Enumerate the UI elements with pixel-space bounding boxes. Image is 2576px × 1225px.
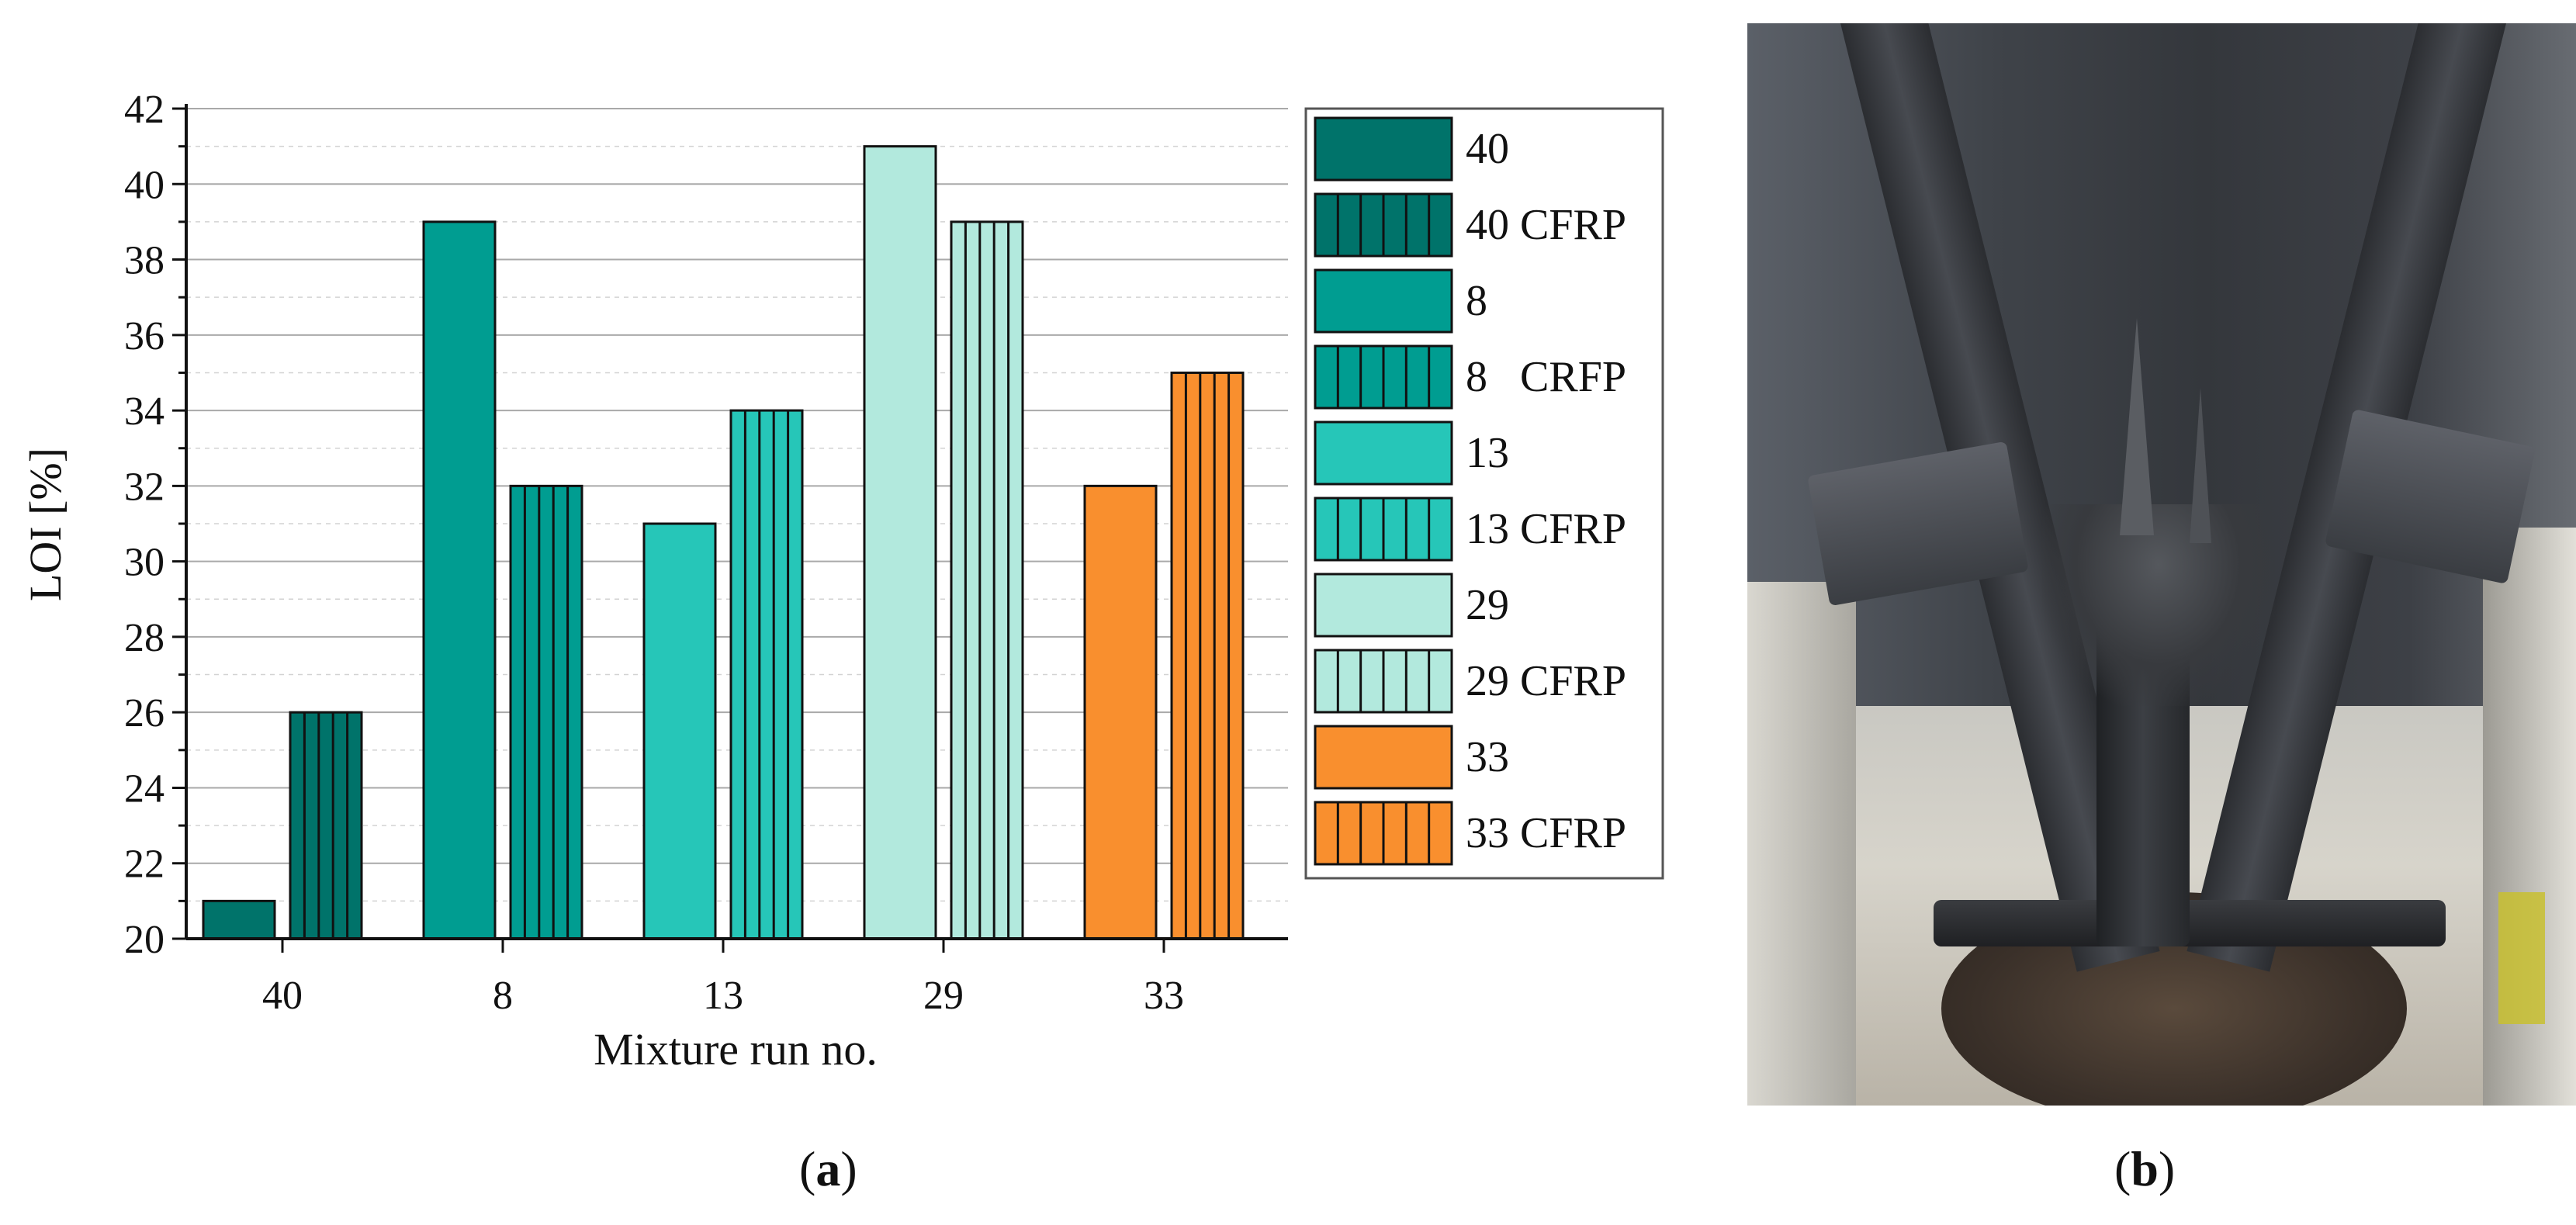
legend-label: 13 CFRP <box>1466 505 1626 553</box>
y-tick-label: 42 <box>124 88 164 132</box>
x-tick-label: 8 <box>493 974 513 1018</box>
x-axis-label: Mixture run no. <box>594 1024 878 1074</box>
caption-a-close: ) <box>840 1141 857 1196</box>
x-tick-label: 29 <box>923 974 964 1018</box>
y-tick-labels: 20 22 24 26 28 30 32 34 36 38 40 42 <box>124 88 186 962</box>
legend-label: 8 <box>1466 277 1487 325</box>
bar <box>642 522 717 940</box>
loi-bar-chart: 20 22 24 26 28 30 32 34 36 38 40 42 40 8 13 29 33 LOI [… <box>20 88 1664 1074</box>
x-tick-labels: 40 8 13 29 33 <box>262 939 1184 1018</box>
specimen-photo <box>1747 23 2576 1106</box>
bar <box>729 409 804 940</box>
legend-swatch <box>1314 725 1453 790</box>
caption-b-open: ( <box>2114 1141 2131 1196</box>
bar <box>1083 484 1158 940</box>
legend-swatch <box>1314 268 1453 334</box>
legend: 40 40 CFRP 8 8 CRFP 13 13 CFRP 29 29 CFRP 33 33 C… <box>1304 107 1664 880</box>
legend-label: 29 CFRP <box>1466 657 1626 705</box>
caption-b-letter: b <box>2131 1141 2159 1196</box>
bar <box>509 484 583 940</box>
caption-b-close: ) <box>2158 1141 2176 1196</box>
y-tick-label: 30 <box>124 541 164 585</box>
y-tick-label: 38 <box>124 239 164 283</box>
y-axis-label: LOI [%] <box>20 448 71 601</box>
y-tick-label: 22 <box>124 843 164 887</box>
caption-a: (a) <box>799 1140 857 1198</box>
y-tick-label: 40 <box>124 163 164 207</box>
y-tick-label: 28 <box>124 616 164 660</box>
legend-label: 33 <box>1466 733 1509 781</box>
caption-b: (b) <box>2114 1140 2175 1198</box>
legend-label: 33 CFRP <box>1466 809 1626 857</box>
bar <box>1170 371 1245 940</box>
legend-swatch <box>1314 420 1453 486</box>
legend-label: 8 CRFP <box>1466 353 1626 401</box>
y-tick-label: 26 <box>124 691 164 735</box>
bars-group <box>202 145 1245 940</box>
legend-swatch <box>1314 573 1453 638</box>
legend-label: 40 CFRP <box>1466 201 1626 249</box>
y-tick-label: 36 <box>124 314 164 358</box>
bar <box>863 145 937 940</box>
bar <box>289 711 363 940</box>
x-tick-label: 33 <box>1144 974 1184 1018</box>
bar <box>950 220 1024 940</box>
axes <box>185 104 1288 940</box>
caption-a-open: ( <box>799 1141 816 1196</box>
y-tick-label: 32 <box>124 465 164 509</box>
y-tick-label: 20 <box>124 918 164 962</box>
bar <box>202 899 276 940</box>
x-tick-label: 40 <box>262 974 303 1018</box>
x-tick-label: 13 <box>703 974 743 1018</box>
bar <box>422 220 497 940</box>
caption-a-letter: a <box>815 1141 841 1196</box>
legend-label: 13 <box>1466 429 1509 477</box>
legend-swatch <box>1314 116 1453 182</box>
y-tick-label: 24 <box>124 766 164 811</box>
y-tick-label: 34 <box>124 389 164 434</box>
legend-label: 40 <box>1466 125 1509 173</box>
legend-label: 29 <box>1466 581 1509 629</box>
